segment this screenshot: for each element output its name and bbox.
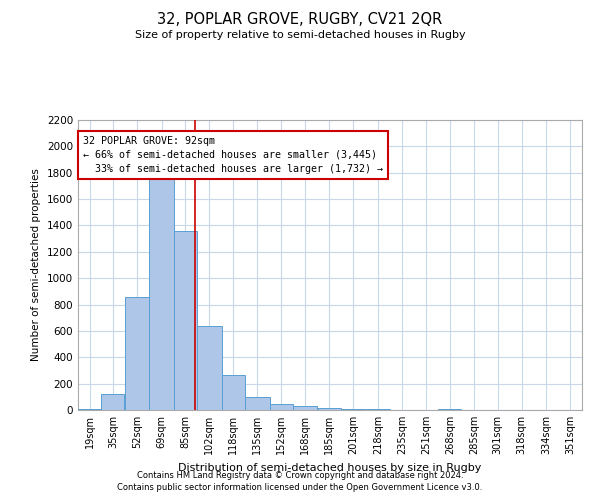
Text: 32, POPLAR GROVE, RUGBY, CV21 2QR: 32, POPLAR GROVE, RUGBY, CV21 2QR (157, 12, 443, 28)
Bar (197, 326, 221, 410)
Bar (125, 296, 149, 410)
Bar (101, 394, 124, 410)
X-axis label: Distribution of semi-detached houses by size in Rugby: Distribution of semi-detached houses by … (178, 462, 482, 472)
Bar (149, 176, 173, 410)
Text: 32 POPLAR GROVE: 92sqm
← 66% of semi-detached houses are smaller (3,445)
  33% o: 32 POPLAR GROVE: 92sqm ← 66% of semi-det… (83, 136, 383, 174)
Text: Contains HM Land Registry data © Crown copyright and database right 2024.: Contains HM Land Registry data © Crown c… (137, 471, 463, 480)
Bar (318, 408, 341, 410)
Bar (439, 409, 461, 410)
Bar (174, 230, 197, 410)
Y-axis label: Number of semi-detached properties: Number of semi-detached properties (31, 168, 41, 362)
Bar (293, 406, 317, 410)
Bar (78, 408, 101, 410)
Bar (245, 397, 269, 410)
Bar (270, 404, 293, 410)
Text: Size of property relative to semi-detached houses in Rugby: Size of property relative to semi-detach… (134, 30, 466, 40)
Bar (222, 375, 245, 410)
Text: Contains public sector information licensed under the Open Government Licence v3: Contains public sector information licen… (118, 484, 482, 492)
